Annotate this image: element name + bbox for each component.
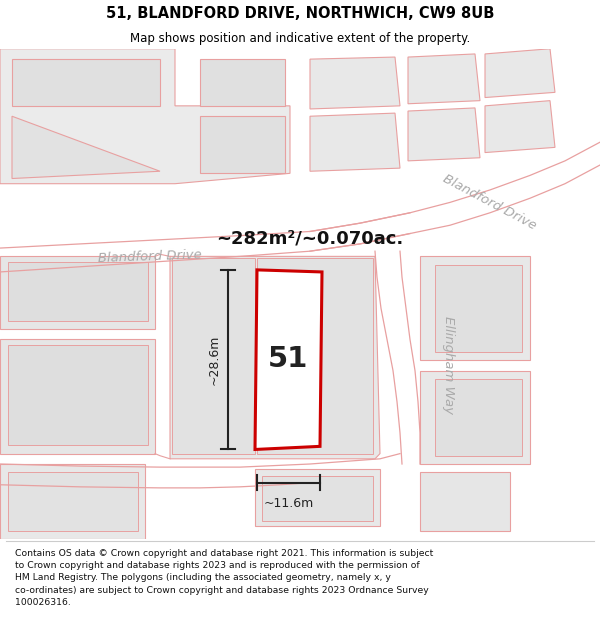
Polygon shape [12, 59, 160, 106]
Polygon shape [200, 59, 285, 106]
Polygon shape [12, 116, 160, 179]
Polygon shape [420, 371, 530, 464]
Polygon shape [8, 262, 148, 321]
Polygon shape [408, 54, 480, 104]
Polygon shape [485, 101, 555, 152]
Text: Map shows position and indicative extent of the property.: Map shows position and indicative extent… [130, 31, 470, 44]
Polygon shape [0, 256, 155, 329]
Text: ~28.6m: ~28.6m [208, 334, 221, 385]
Polygon shape [172, 259, 255, 454]
Polygon shape [420, 472, 510, 531]
Polygon shape [310, 113, 400, 171]
Polygon shape [435, 264, 522, 352]
Text: Blandford Drive: Blandford Drive [441, 173, 539, 232]
Polygon shape [420, 256, 530, 360]
Text: ~282m²/~0.070ac.: ~282m²/~0.070ac. [217, 230, 404, 248]
Polygon shape [485, 49, 555, 98]
Polygon shape [408, 108, 480, 161]
Polygon shape [0, 464, 145, 539]
Text: Ellingham Way: Ellingham Way [442, 316, 455, 414]
Polygon shape [255, 469, 380, 526]
Polygon shape [0, 339, 155, 454]
Text: 51, BLANDFORD DRIVE, NORTHWICH, CW9 8UB: 51, BLANDFORD DRIVE, NORTHWICH, CW9 8UB [106, 6, 494, 21]
Polygon shape [8, 472, 138, 531]
Polygon shape [8, 344, 148, 446]
Polygon shape [255, 270, 322, 449]
Polygon shape [257, 259, 373, 454]
Polygon shape [435, 379, 522, 456]
Polygon shape [262, 476, 373, 521]
Polygon shape [200, 116, 285, 173]
Polygon shape [310, 57, 400, 109]
Text: ~11.6m: ~11.6m [263, 497, 314, 510]
Polygon shape [170, 256, 380, 459]
Text: 51: 51 [268, 346, 308, 373]
Text: Contains OS data © Crown copyright and database right 2021. This information is : Contains OS data © Crown copyright and d… [15, 549, 433, 607]
Text: Blandford Drive: Blandford Drive [98, 248, 202, 264]
Polygon shape [0, 49, 290, 184]
